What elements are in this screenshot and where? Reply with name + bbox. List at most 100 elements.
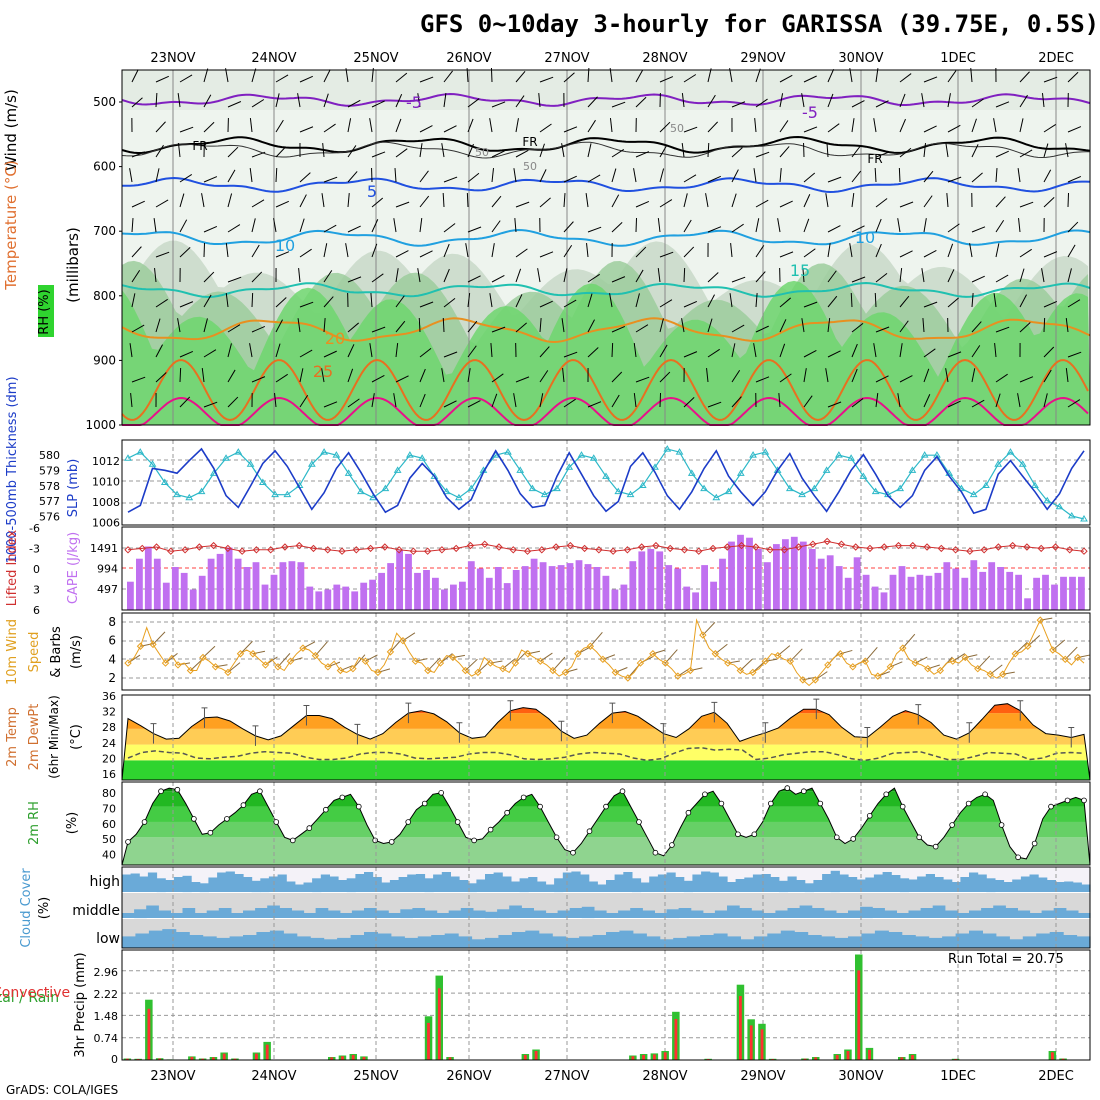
date-label-bottom: 2DEC (1038, 1069, 1074, 1084)
wind-barb-10m (202, 645, 216, 658)
wind-barb (131, 293, 136, 308)
thickness-point (724, 487, 733, 495)
cape-bar (494, 567, 502, 610)
thickness-point (687, 469, 696, 476)
wind-barb (801, 93, 805, 108)
wind-barb (467, 320, 478, 333)
wind-speed-point (349, 664, 357, 673)
cloud-cover-cell (659, 939, 674, 948)
wind-barb (803, 350, 817, 358)
wind-speed-point (274, 663, 282, 671)
cloud-cover-cell (312, 878, 322, 893)
wind-barb (323, 350, 337, 358)
cloud-cover-cell (417, 936, 432, 948)
rh-axis-label: RH (%) (37, 289, 52, 334)
wind-speed-point (624, 674, 632, 682)
wind-barb (251, 199, 265, 208)
rh-tick-label: 40 (102, 849, 116, 862)
wind-speed-point (474, 668, 482, 677)
cloud-cover-cell (908, 910, 922, 918)
wind10m-unit-label: (m/s) (69, 635, 84, 669)
wind-barb (875, 272, 888, 283)
cloud-cover-cell (502, 876, 512, 892)
precip-total-label: Total / Rain (0, 990, 59, 1006)
cloud-level-high: high (89, 874, 120, 890)
cape-bar (674, 568, 682, 610)
wind-barb (563, 351, 578, 358)
cloud-panel-frame (121, 866, 1091, 949)
lifted-index-point (823, 537, 831, 546)
wind-barb-10m (590, 632, 603, 647)
cloud-cover-cell (294, 884, 305, 892)
cloud-cover-cell (243, 935, 257, 949)
wind-barb (491, 168, 495, 183)
temperature-contour (121, 228, 1091, 247)
wind-barb (1067, 268, 1072, 283)
precip-convective-bar (1051, 1052, 1054, 1060)
thickness-point (589, 454, 598, 461)
wind-barb (563, 245, 573, 258)
cloud-cover-cell (351, 910, 365, 918)
cape-bar (835, 566, 843, 610)
cloud-cover-cell (199, 883, 209, 893)
lifted-index-point (595, 546, 603, 554)
wind-barb (657, 268, 661, 283)
wind-barb (947, 400, 961, 408)
temperature-contour (121, 92, 1091, 107)
thickness-point (540, 490, 549, 498)
precip-convective-bar (900, 1057, 904, 1060)
wind-barb (803, 75, 817, 83)
li-tick-label: 3 (33, 584, 40, 597)
rh-point (652, 849, 659, 856)
thickness-point (847, 454, 856, 461)
cloud-cover-cell (377, 933, 392, 948)
thickness-point (430, 472, 439, 479)
rh-point (784, 785, 791, 791)
cloud-cover-cell (969, 872, 979, 892)
lifted-index-point (923, 543, 931, 551)
wind-barb (779, 146, 790, 158)
precip-convective-bar (147, 1008, 151, 1060)
cloud-cover-cell (497, 909, 510, 919)
wind-barb (827, 93, 834, 108)
wind-barb (611, 222, 623, 233)
cloud-cover-cell (1055, 882, 1065, 892)
wind-barb (971, 321, 982, 333)
wind-barb (923, 249, 937, 258)
wind-barb (539, 393, 544, 408)
cape-bar (1069, 576, 1076, 610)
wind-barb (249, 118, 253, 133)
cloud-cover-cell (303, 913, 317, 918)
wind-barb (995, 101, 1010, 108)
wind-barb (393, 218, 397, 233)
cloud-cover-cell (471, 939, 486, 948)
cloud-cover-cell (327, 910, 341, 918)
thickness-point (185, 493, 194, 501)
thickness-point (160, 478, 169, 485)
wind-barb (539, 300, 553, 308)
wind-barb (393, 393, 397, 408)
lifted-index-point (851, 543, 860, 551)
cloud-cover-cell (509, 905, 522, 918)
wind-barb (707, 94, 716, 108)
lifted-index-point (680, 546, 689, 554)
cape-bar (396, 550, 403, 610)
cape-bar (378, 572, 385, 610)
cloud-cover-cell (821, 936, 836, 948)
cloud-cover-cell (619, 930, 634, 948)
wind-barb (1067, 244, 1076, 258)
wind-barb (129, 343, 133, 358)
temperature-contour-label: 10 (275, 236, 295, 255)
wind-speed-point (374, 668, 382, 677)
lifted-index-point (167, 547, 175, 555)
wind-barb (203, 68, 209, 83)
wind-barb (179, 193, 185, 208)
wind-speed-point (424, 666, 432, 675)
wind-barb (659, 168, 665, 183)
cape-bar (450, 584, 457, 610)
wind-barb (371, 197, 384, 208)
temperature-contour-label: 20 (325, 329, 345, 348)
wind-barb (203, 121, 215, 133)
cloud-cover-cell (291, 910, 305, 918)
wind-barb (562, 368, 565, 383)
